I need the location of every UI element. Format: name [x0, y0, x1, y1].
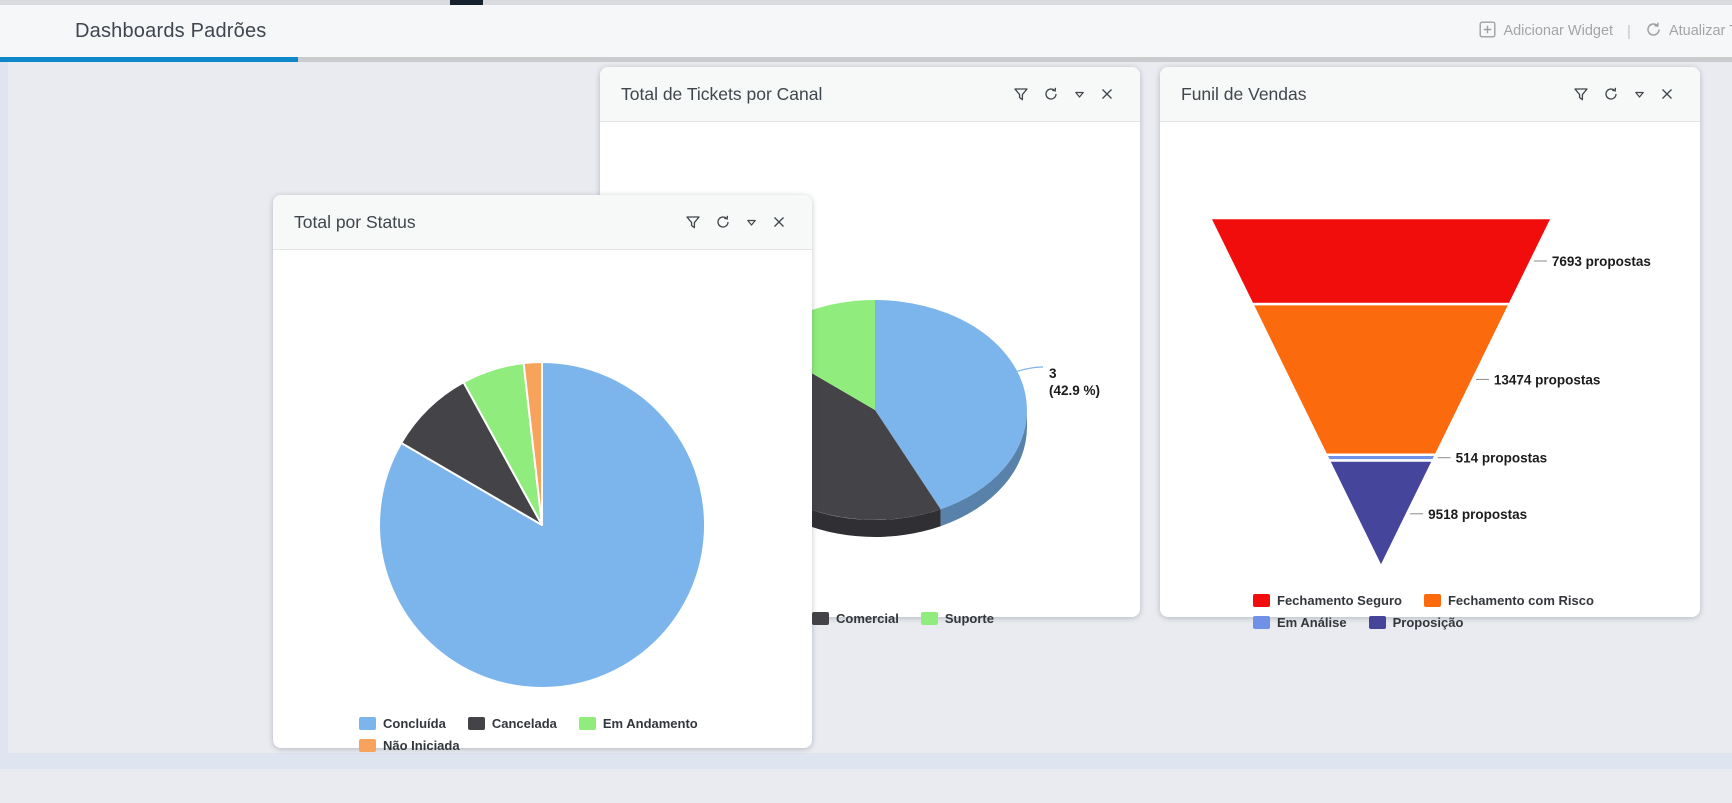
widget-total-por-status: Total por Status Concluída Cancelada Em An…	[273, 195, 812, 753]
plus-square-icon	[1479, 21, 1496, 42]
left-scroll-gutter[interactable]	[0, 62, 8, 769]
collapse-icon[interactable]	[745, 216, 758, 229]
widget-title: Total de Tickets por Canal	[621, 83, 823, 104]
legend-item[interactable]: Proposição	[1368, 615, 1464, 630]
refresh-icon[interactable]	[1043, 86, 1059, 102]
legend-swatch	[1253, 594, 1270, 607]
pie-slice[interactable]	[400, 381, 543, 526]
legend-swatch	[1368, 616, 1386, 629]
callout-label: (42.9 %)	[1049, 383, 1100, 398]
legend-item[interactable]: Fechamento Seguro	[1253, 593, 1402, 608]
legend-label: Suporte	[944, 611, 994, 626]
page-header: Dashboards Padrões Adicionar Widget | At…	[0, 5, 1732, 57]
legend-label: Fechamento Seguro	[1277, 593, 1402, 608]
funnel-legend: Fechamento Seguro Fechamento com Risco Em …	[1253, 593, 1653, 637]
refresh-icon[interactable]	[715, 214, 731, 230]
header-actions: Adicionar Widget | Atualizar T	[1479, 21, 1732, 42]
callout-line	[1009, 366, 1044, 375]
widget-toolbar	[1573, 86, 1674, 102]
legend-swatch	[359, 717, 376, 730]
legend-item[interactable]: Comercial	[812, 611, 899, 626]
top-scrollbar-thumb[interactable]	[450, 0, 483, 5]
page-title: Dashboards Padrões	[75, 19, 267, 42]
refresh-all-button[interactable]: Atualizar T	[1645, 21, 1732, 42]
filter-icon[interactable]	[1573, 86, 1589, 102]
funnel-annotation: 7693 propostas	[1552, 254, 1651, 269]
bottom-scroll-gutter[interactable]	[0, 753, 1732, 769]
legend-item[interactable]: Em Análise	[1253, 615, 1347, 630]
legend-item[interactable]: Concluída	[359, 716, 446, 731]
close-icon[interactable]	[1100, 87, 1114, 101]
funnel-annotation: 514 propostas	[1456, 451, 1548, 466]
collapse-icon[interactable]	[1073, 88, 1086, 101]
legend-item[interactable]: Fechamento com Risco	[1423, 593, 1594, 608]
refresh-icon	[1645, 21, 1662, 42]
callout-label: 3	[1049, 366, 1057, 381]
top-scrollbar[interactable]	[0, 0, 1732, 5]
legend-swatch	[578, 717, 596, 730]
add-widget-label: Adicionar Widget	[1503, 23, 1614, 39]
close-icon[interactable]	[1660, 87, 1674, 101]
refresh-icon[interactable]	[1603, 86, 1619, 102]
pie-slice[interactable]	[522, 360, 543, 526]
legend-label: Não Iniciada	[383, 738, 460, 753]
close-icon[interactable]	[772, 215, 786, 229]
widget-funil-de-vendas: Funil de Vendas 7693 propostas 13474 prop…	[1160, 67, 1700, 630]
widget-header: Total por Status	[273, 195, 812, 250]
legend-label: Fechamento com Risco	[1447, 593, 1594, 608]
add-widget-button[interactable]: Adicionar Widget	[1479, 21, 1613, 42]
legend-label: Concluída	[383, 716, 446, 731]
legend-item[interactable]: Suporte	[920, 611, 994, 626]
status-pie-chart[interactable]	[273, 305, 812, 803]
widget-toolbar	[1013, 86, 1114, 102]
widget-title: Funil de Vendas	[1181, 83, 1307, 104]
legend-swatch	[920, 612, 938, 625]
legend-label: Em Análise	[1277, 615, 1347, 630]
widget-header: Total de Tickets por Canal	[600, 67, 1140, 122]
legend-label: Proposição	[1392, 615, 1464, 630]
legend-item[interactable]: Não Iniciada	[359, 738, 460, 753]
widget-title: Total por Status	[294, 211, 416, 232]
status-legend: Concluída Cancelada Em Andamento Não Inicia…	[359, 716, 759, 760]
widget-header: Funil de Vendas	[1160, 67, 1700, 122]
widget-toolbar	[685, 214, 786, 230]
legend-label: Cancelada	[491, 716, 557, 731]
filter-icon[interactable]	[1013, 86, 1029, 102]
funnel-segment[interactable]	[1207, 216, 1555, 306]
header-bottom-border	[0, 57, 1732, 62]
header-separator: |	[1627, 22, 1631, 40]
legend-swatch	[812, 612, 829, 625]
legend-swatch	[1423, 594, 1441, 607]
legend-swatch	[467, 717, 485, 730]
pie-slice-depth	[940, 410, 1027, 527]
active-tab-indicator	[0, 57, 298, 62]
legend-swatch	[1253, 616, 1270, 629]
funnel-chart[interactable]: 7693 propostas 13474 propostas 514 propost…	[1160, 177, 1700, 672]
funnel-annotation: 9518 propostas	[1428, 507, 1527, 522]
legend-item[interactable]: Cancelada	[467, 716, 557, 731]
legend-label: Em Andamento	[602, 716, 698, 731]
legend-label: Comercial	[836, 611, 899, 626]
funnel-segment[interactable]	[1326, 459, 1436, 570]
tickets-legend: Comercial Suporte	[812, 611, 1132, 633]
pie-slice[interactable]	[875, 300, 1027, 510]
collapse-icon[interactable]	[1633, 88, 1646, 101]
filter-icon[interactable]	[685, 214, 701, 230]
funnel-annotation: 13474 propostas	[1494, 372, 1601, 387]
funnel-segment[interactable]	[1250, 302, 1512, 457]
legend-swatch	[359, 739, 376, 752]
refresh-all-label: Atualizar T	[1668, 23, 1732, 39]
legend-item[interactable]: Em Andamento	[578, 716, 698, 731]
